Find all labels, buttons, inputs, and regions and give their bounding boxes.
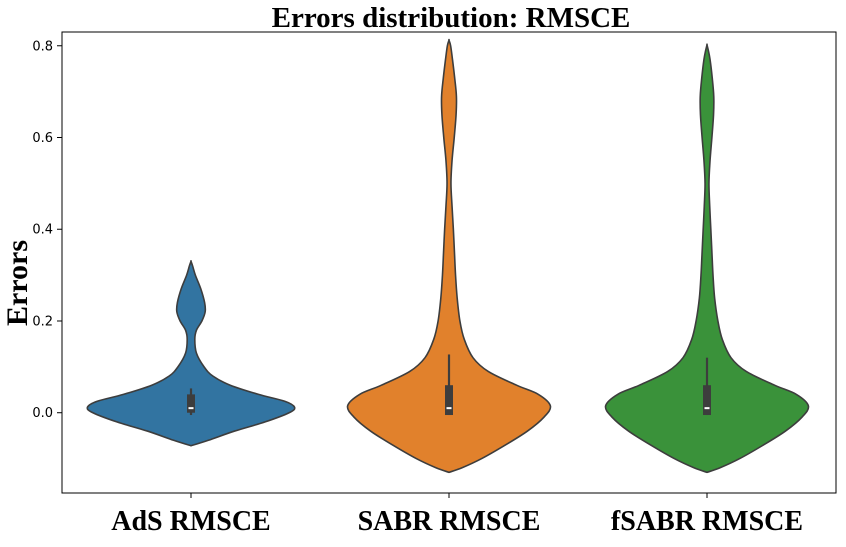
violin-iqr-box: [187, 394, 195, 413]
x-tick-label: SABR RMSCE: [358, 506, 541, 537]
x-tick-label: AdS RMSCE: [111, 506, 270, 537]
y-axis-ticks: 0.0 0.2 0.4 0.6 0.8: [32, 39, 62, 421]
y-axis-label: Errors: [1, 240, 34, 326]
y-tick-label: 0.8: [32, 39, 53, 54]
violin-body: [604, 43, 810, 474]
chart-title: Errors distribution: RMSCE: [272, 2, 631, 34]
x-axis-ticks: AdS RMSCE SABR RMSCE fSABR RMSCE: [111, 493, 803, 537]
violin-iqr-box: [445, 385, 453, 416]
y-tick-label: 0.2: [32, 314, 53, 329]
x-tick-label: fSABR RMSCE: [611, 506, 803, 537]
violin-body: [86, 259, 296, 447]
violin-body: [346, 38, 552, 474]
y-tick-label: 0.4: [32, 223, 53, 238]
violin-iqr-box: [703, 385, 711, 416]
y-tick-label: 0.6: [32, 131, 53, 146]
violins-group: [86, 38, 810, 474]
y-tick-label: 0.0: [32, 406, 53, 421]
